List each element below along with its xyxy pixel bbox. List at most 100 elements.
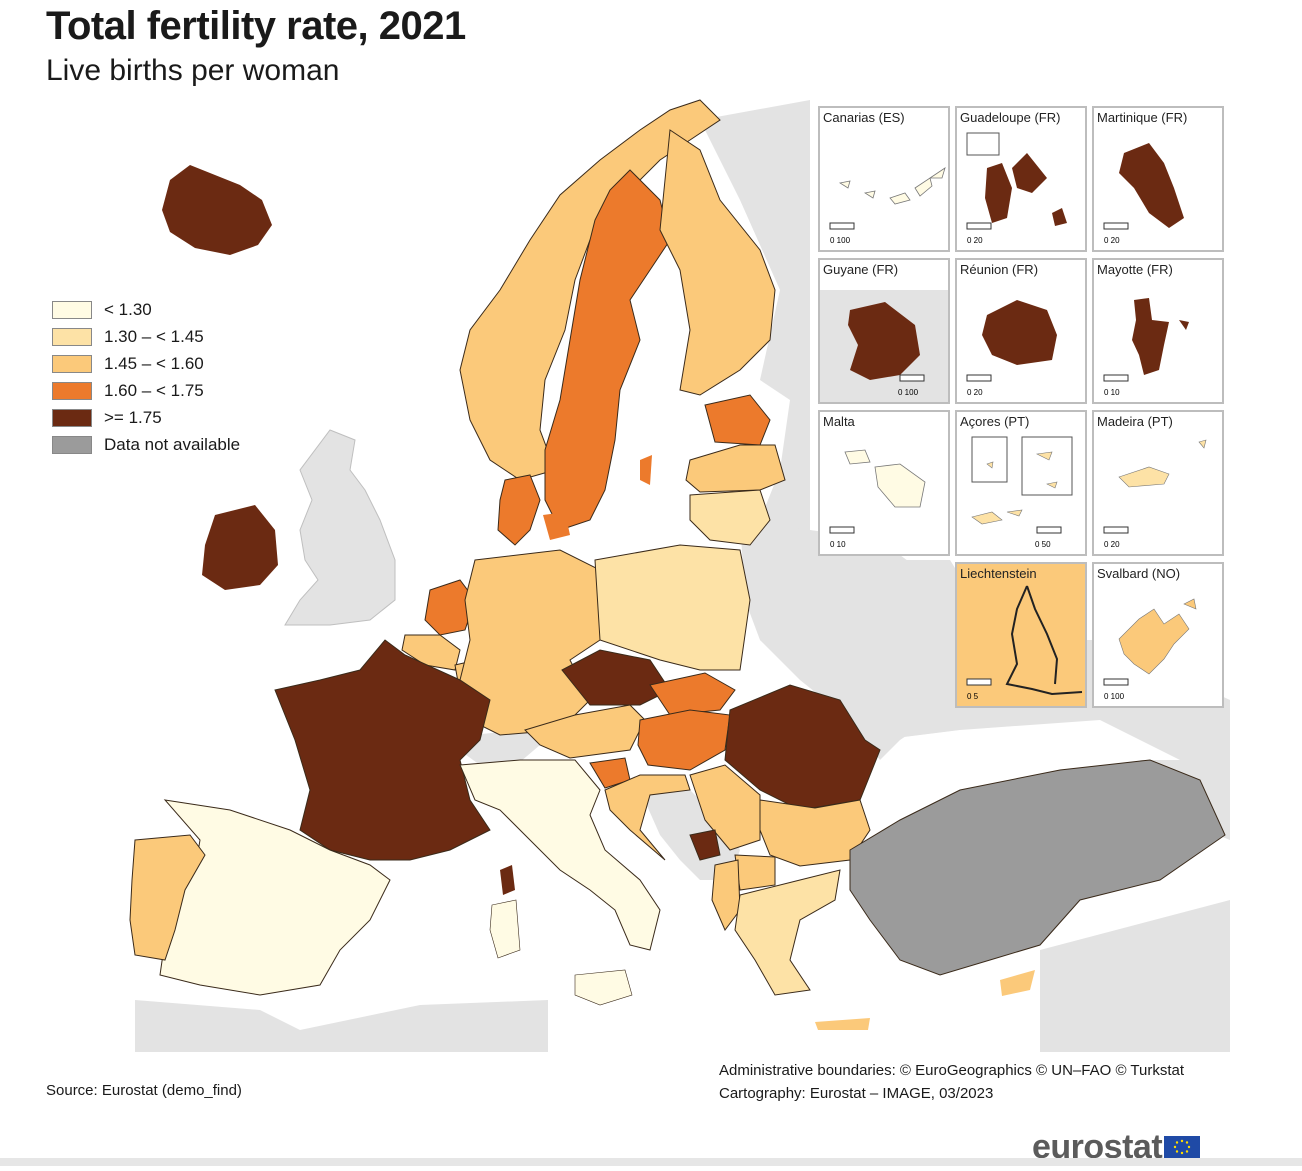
svg-text:0 100: 0 100 (898, 388, 919, 397)
country-belgium (401, 634, 461, 671)
country-estonia (704, 394, 771, 446)
legend-item: Data not available (52, 431, 292, 458)
country-denmark (497, 474, 541, 546)
inset-guadeloupe-map: 0 20 (966, 132, 1067, 245)
country-iceland (162, 165, 272, 255)
island-sardinia (489, 899, 521, 959)
island-crete (815, 1018, 870, 1030)
inset-label: Guadeloupe (FR) (960, 110, 1061, 125)
svg-text:0 20: 0 20 (1104, 236, 1120, 245)
country-austria (524, 704, 646, 759)
inset-liechtenstein: Liechtenstein 0 5 (955, 562, 1087, 708)
page-title: Total fertility rate, 2021 (46, 4, 466, 48)
region-north-africa (135, 1000, 548, 1052)
inset-acores: Açores (PT) 0 50 (955, 410, 1087, 556)
svg-text:0 10: 0 10 (830, 540, 846, 549)
legend-label: 1.30 – < 1.45 (104, 326, 204, 346)
legend-swatch (52, 435, 92, 454)
inset-reunion-map: 0 20 (966, 300, 1057, 397)
inset-label: Canarias (ES) (823, 110, 905, 125)
inset-label: Réunion (FR) (960, 262, 1039, 277)
svg-text:0 20: 0 20 (967, 388, 983, 397)
country-albania (711, 859, 741, 931)
svg-text:0 5: 0 5 (967, 692, 979, 701)
country-ireland (202, 505, 278, 590)
legend-label: >= 1.75 (104, 407, 162, 427)
inset-label: Açores (PT) (960, 414, 1030, 429)
region-ukraine-belarus (740, 520, 960, 760)
svg-text:0 10: 0 10 (1104, 388, 1120, 397)
inset-label: Mayotte (FR) (1097, 262, 1173, 277)
inset-acores-map: 0 50 (971, 436, 1073, 549)
country-netherlands (424, 579, 476, 636)
inset-label: Madeira (PT) (1097, 414, 1173, 429)
legend-item: < 1.30 (52, 296, 292, 323)
legend-item: 1.30 – < 1.45 (52, 323, 292, 350)
inset-reunion: Réunion (FR) 0 20 (955, 258, 1087, 404)
cartography-credit: Cartography: Eurostat – IMAGE, 03/2023 (719, 1085, 994, 1102)
inset-malta-map: 0 10 (829, 449, 926, 549)
country-latvia (685, 444, 786, 493)
inset-label: Martinique (FR) (1097, 110, 1188, 125)
inset-canarias-map: 0 100 (829, 167, 946, 245)
admin-boundaries-credit: Administrative boundaries: © EuroGeograp… (719, 1062, 1185, 1079)
country-greece (734, 869, 841, 996)
country-norway (459, 99, 721, 481)
country-croatia (604, 774, 691, 861)
country-slovakia (649, 672, 736, 716)
legend-swatch (52, 381, 92, 400)
country-sweden (544, 169, 671, 531)
inset-guyane-map: 0 100 (820, 290, 948, 402)
legend-label: < 1.30 (104, 299, 152, 319)
legend-item: >= 1.75 (52, 404, 292, 431)
inset-svalbard-map: 0 100 (1103, 598, 1197, 701)
inset-label: Guyane (FR) (823, 262, 899, 277)
country-montenegro (689, 829, 721, 861)
svg-text:0 20: 0 20 (967, 236, 983, 245)
country-poland (594, 544, 751, 671)
country-romania (724, 684, 881, 811)
inset-label: Liechtenstein (960, 566, 1037, 581)
inset-madeira: Madeira (PT) 0 20 (1092, 410, 1224, 556)
legend-swatch (52, 354, 92, 373)
bottom-bar (0, 1158, 1302, 1166)
inset-martinique: Martinique (FR) 0 20 (1092, 106, 1224, 252)
inset-mayotte-map: 0 10 (1103, 298, 1189, 397)
legend-swatch (52, 408, 92, 427)
inset-svalbard: Svalbard (NO) 0 100 (1092, 562, 1224, 708)
country-portugal (129, 834, 206, 961)
inset-malta: Malta 0 10 (818, 410, 950, 556)
island-cyprus (1000, 970, 1035, 996)
region-switzerland (462, 730, 540, 765)
country-finland (659, 129, 776, 396)
inset-canarias: Canarias (ES) 0 100 (818, 106, 950, 252)
inset-label: Malta (823, 414, 855, 429)
legend-label: 1.45 – < 1.60 (104, 353, 204, 373)
credits: Administrative boundaries: © EuroGeograp… (719, 1059, 1184, 1105)
country-italy (459, 759, 661, 951)
inset-guadeloupe: Guadeloupe (FR) 0 20 (955, 106, 1087, 252)
island-gotland (640, 455, 652, 485)
inset-madeira-map: 0 20 (1103, 439, 1207, 549)
svg-text:0 50: 0 50 (1035, 540, 1051, 549)
svg-text:0 100: 0 100 (1104, 692, 1125, 701)
svg-text:0 100: 0 100 (830, 236, 851, 245)
inset-guyane: Guyane (FR) 0 100 (818, 258, 950, 404)
inset-label: Svalbard (NO) (1097, 566, 1181, 581)
island-sicily (574, 969, 633, 1006)
map-legend: < 1.30 1.30 – < 1.45 1.45 – < 1.60 1.60 … (52, 296, 292, 458)
legend-swatch (52, 300, 92, 319)
country-hungary (637, 709, 731, 771)
country-turkey (849, 759, 1226, 976)
country-lithuania (689, 489, 771, 546)
legend-label: 1.60 – < 1.75 (104, 380, 204, 400)
non-eu-land (135, 100, 1230, 1052)
legend-swatch (52, 327, 92, 346)
region-middle-east (1040, 900, 1230, 1052)
inset-martinique-map: 0 20 (1103, 143, 1184, 245)
legend-item: 1.60 – < 1.75 (52, 377, 292, 404)
country-north-macedonia (734, 854, 776, 891)
eu-flag-icon (1164, 1136, 1201, 1162)
